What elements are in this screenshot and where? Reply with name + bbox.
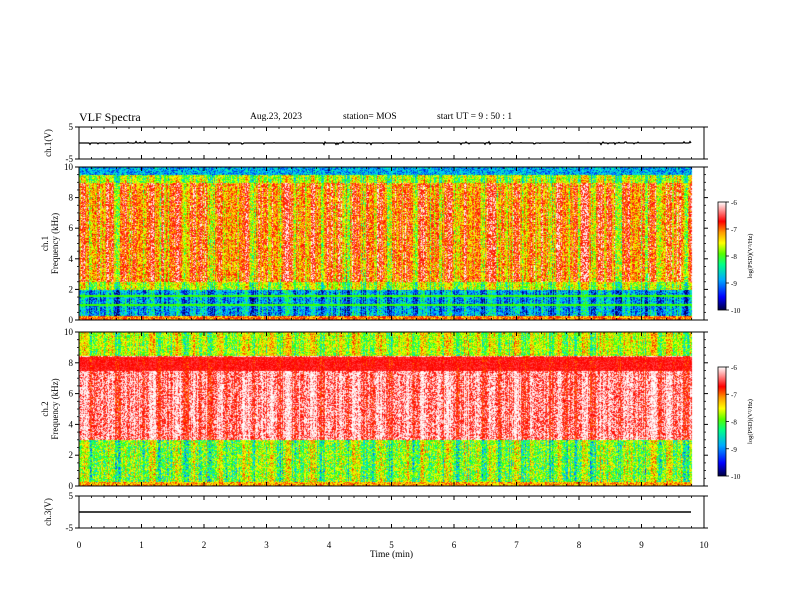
colorbar-tick-label: -6 (731, 199, 737, 207)
y-tick-label: 2 (69, 284, 74, 294)
ch2-spectrogram-colorbar-label: log(PSD)(V²/Hz) (747, 399, 754, 444)
x-tick-label: 10 (700, 540, 710, 550)
x-tick-label: 9 (639, 540, 644, 550)
ch2-spectrogram-ylabel-freq: Frequency (kHz) (50, 378, 60, 439)
x-tick-label: 3 (264, 540, 269, 550)
x-tick-label: 1 (139, 540, 144, 550)
ch1-waveform-ylabel: ch.1(V) (43, 129, 53, 157)
ch3-waveform-ylabel: ch.3(V) (43, 498, 53, 526)
x-tick-label: 0 (77, 540, 82, 550)
start-time-label: start UT = 9 : 50 : 1 (437, 112, 513, 122)
ch1-spectrogram-image (79, 167, 704, 320)
ch1-spectrogram-colorbar-label: log(PSD)(V²/Hz) (747, 234, 754, 279)
x-tick-label: 8 (577, 540, 582, 550)
y-tick-label: 6 (69, 389, 74, 399)
y-tick-label: 5 (69, 122, 74, 132)
station-label: station= MOS (343, 112, 397, 122)
x-tick-label: 6 (452, 540, 457, 550)
colorbar-tick-label: -7 (731, 226, 737, 234)
x-axis-label: Time (min) (370, 549, 413, 560)
y-tick-label: 0 (69, 481, 74, 491)
chart-title: VLF Spectra (79, 110, 141, 124)
colorbar-tick-label: -10 (731, 473, 741, 481)
colorbar-tick-label: -7 (731, 391, 737, 399)
y-tick-label: 0 (69, 315, 74, 325)
ch1-spectrogram-ylabel-freq: Frequency (kHz) (50, 213, 60, 274)
ch1-spectrogram-colorbar (717, 201, 727, 311)
y-tick-label: 10 (64, 162, 74, 172)
ch1-waveform-line (79, 140, 692, 146)
y-tick-label: 6 (69, 223, 74, 233)
colorbar-tick-label: -8 (731, 253, 737, 261)
x-tick-label: 5 (389, 540, 394, 550)
y-tick-label: 8 (69, 358, 74, 368)
date-label: Aug.23, 2023 (250, 112, 302, 122)
y-tick-label: 2 (69, 450, 74, 460)
colorbar-tick-label: -10 (731, 307, 741, 315)
ch2-spectrogram-colorbar (717, 366, 727, 477)
y-tick-label: -5 (66, 523, 74, 533)
y-tick-label: 10 (64, 327, 74, 337)
ch1-spectrogram-ylabel-channel: ch.1 (40, 236, 50, 251)
ch2-spectrogram-ylabel-channel: ch.2 (40, 401, 50, 416)
x-tick-label: 2 (202, 540, 207, 550)
y-tick-label: 4 (69, 419, 74, 429)
y-tick-label: 5 (69, 491, 74, 501)
x-tick-label: 4 (327, 540, 332, 550)
colorbar-tick-label: -9 (731, 280, 737, 288)
colorbar-tick-label: -6 (731, 364, 737, 372)
y-tick-label: 4 (69, 254, 74, 264)
y-tick-label: -5 (66, 154, 74, 164)
colorbar-tick-label: -8 (731, 419, 737, 427)
colorbar-tick-label: -9 (731, 446, 737, 454)
y-tick-label: 8 (69, 193, 74, 203)
x-tick-label: 7 (514, 540, 519, 550)
ch2-spectrogram-image (79, 332, 704, 486)
